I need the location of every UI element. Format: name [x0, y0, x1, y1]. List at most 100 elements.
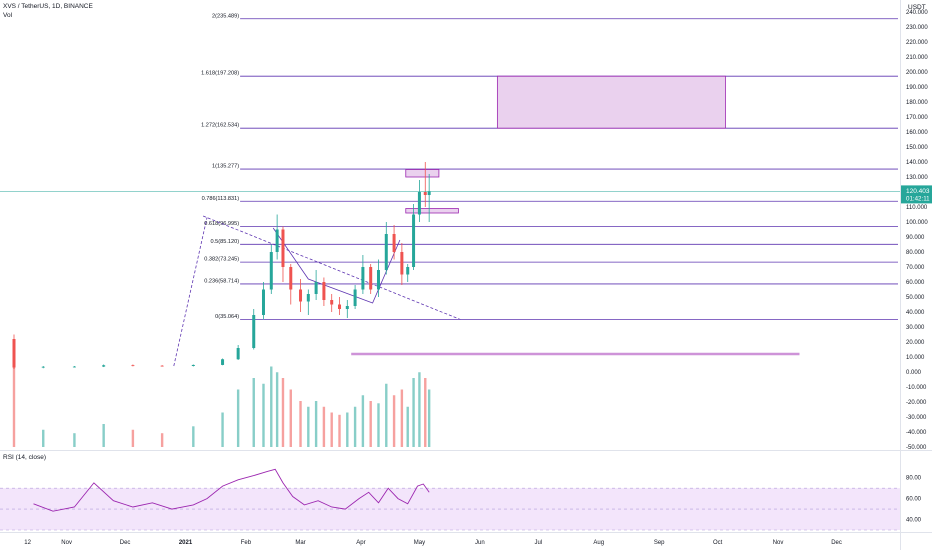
price-tick-13: 110.000	[906, 205, 928, 211]
price-tick-2: 220.000	[906, 40, 928, 46]
volume-bar-22	[353, 406, 357, 447]
candle-body-26	[384, 234, 388, 270]
fib-label-2: 1.272(162.534)	[201, 123, 239, 129]
fib-label-3: 1(135.277)	[212, 164, 239, 170]
price-tick-20: 40.000	[906, 310, 925, 316]
price-tick-29: -50.000	[906, 445, 927, 451]
price-tick-6: 180.000	[906, 100, 928, 106]
candle-body-11	[269, 252, 273, 290]
current-price-label: 120.403	[906, 188, 930, 195]
candle-body-31	[417, 192, 421, 215]
candle-body-30	[412, 214, 416, 267]
candle-body-15	[299, 289, 303, 302]
time-tick-11: Sep	[654, 540, 665, 546]
time-tick-2: Dec	[120, 540, 131, 546]
price-tick-7: 170.000	[906, 115, 928, 121]
candle-body-33	[427, 191, 431, 195]
trend-line-0	[202, 215, 461, 320]
candle-body-29	[406, 267, 410, 275]
price-tick-18: 60.000	[906, 280, 925, 286]
volume-bar-0	[12, 343, 16, 447]
volume-bar-5	[160, 433, 164, 447]
price-tick-0: 240.000	[906, 10, 928, 16]
price-tick-25: -10.000	[906, 385, 927, 391]
price-tick-23: 10.000	[906, 355, 925, 361]
price-tick-1: 230.000	[906, 25, 928, 31]
candles-layer	[12, 162, 431, 369]
price-tick-9: 150.000	[906, 145, 928, 151]
volume-legend[interactable]: Vol	[3, 12, 13, 19]
candle-body-5	[160, 365, 164, 367]
symbol-title[interactable]: XVS / TetherUS, 1D, BINANCE	[3, 3, 93, 10]
volume-bar-31	[418, 372, 421, 447]
price-tick-21: 30.000	[906, 325, 925, 331]
volume-bar-6	[192, 426, 195, 447]
current-price-tag-bg	[901, 185, 932, 204]
fib-label-4: 0.786(113.831)	[202, 196, 240, 202]
fib-label-8: 0.236(58.714)	[204, 278, 239, 284]
volume-bar-7	[221, 412, 224, 447]
volume-bar-14	[289, 389, 292, 447]
volume-layer	[12, 343, 431, 447]
candle-body-13	[281, 229, 285, 267]
candle-body-0	[12, 339, 16, 368]
volume-bar-24	[369, 401, 372, 447]
rsi-tick-0: 80.00	[906, 476, 922, 482]
price-tick-10: 140.000	[906, 160, 928, 166]
candle-body-21	[345, 306, 349, 309]
fib-label-1: 1.618(197.208)	[201, 71, 239, 77]
candle-body-22	[353, 289, 357, 306]
candle-body-10	[261, 289, 265, 315]
candle-body-32	[423, 192, 427, 195]
volume-bar-20	[338, 414, 341, 447]
time-tick-9: Jul	[534, 540, 542, 546]
price-tick-11: 130.000	[906, 175, 928, 181]
rsi-axis[interactable]: 80.00 60.00 40.00	[906, 476, 922, 524]
time-tick-12: Oct	[713, 540, 723, 546]
time-tick-0: 12	[24, 540, 31, 546]
fib-label-6: 0.5(85.120)	[210, 239, 239, 245]
time-tick-13: Nov	[773, 540, 784, 546]
volume-bar-12	[275, 372, 279, 447]
price-axis[interactable]: 240.000 230.000 220.000 210.000 200.000 190.0…	[906, 10, 928, 451]
countdown-label: 01:42:11	[906, 195, 930, 202]
volume-bar-1	[42, 429, 45, 447]
price-tick-15: 90.000	[906, 235, 925, 241]
volume-bar-28	[400, 389, 404, 447]
price-tick-17: 70.000	[906, 265, 925, 271]
price-tick-14: 100.000	[906, 220, 928, 226]
volume-bar-3	[102, 424, 105, 447]
volume-bar-18	[322, 406, 326, 447]
fib-label-7: 0.382(73.245)	[204, 257, 239, 263]
volume-bar-33	[427, 389, 431, 447]
price-tick-27: -30.000	[906, 415, 927, 421]
candle-body-19	[330, 300, 334, 305]
zone-box-0	[496, 75, 726, 129]
zone-box-1	[405, 169, 440, 178]
zone-box-2	[405, 208, 459, 214]
price-tick-24: 0.000	[906, 370, 922, 376]
trend-line-1	[173, 217, 208, 367]
candle-body-17	[314, 282, 318, 294]
candle-body-28	[400, 252, 404, 275]
volume-bar-8	[236, 389, 240, 447]
volume-bar-30	[412, 378, 415, 447]
price-tick-28: -40.000	[906, 430, 927, 436]
candle-body-2	[72, 366, 76, 368]
price-tick-3: 210.000	[906, 55, 928, 61]
main-pane-frame	[0, 0, 900, 450]
current-price-tag: 120.403 01:42:11	[901, 185, 932, 204]
volume-bar-15	[299, 401, 302, 447]
volume-bar-17	[314, 401, 318, 447]
price-tick-4: 200.000	[906, 70, 928, 76]
time-axis[interactable]: 12 Nov Dec 2021 Feb Mar Apr May Jun Jul Aug Sep Oct N…	[24, 540, 842, 546]
candle-body-25	[376, 270, 380, 290]
rsi-line	[33, 468, 430, 512]
volume-bar-19	[330, 412, 333, 447]
price-tick-16: 80.000	[906, 250, 925, 256]
volume-bar-29	[406, 406, 409, 447]
rsi-legend[interactable]: RSI (14, close)	[3, 454, 46, 461]
rsi-tick-2: 40.00	[906, 518, 922, 524]
